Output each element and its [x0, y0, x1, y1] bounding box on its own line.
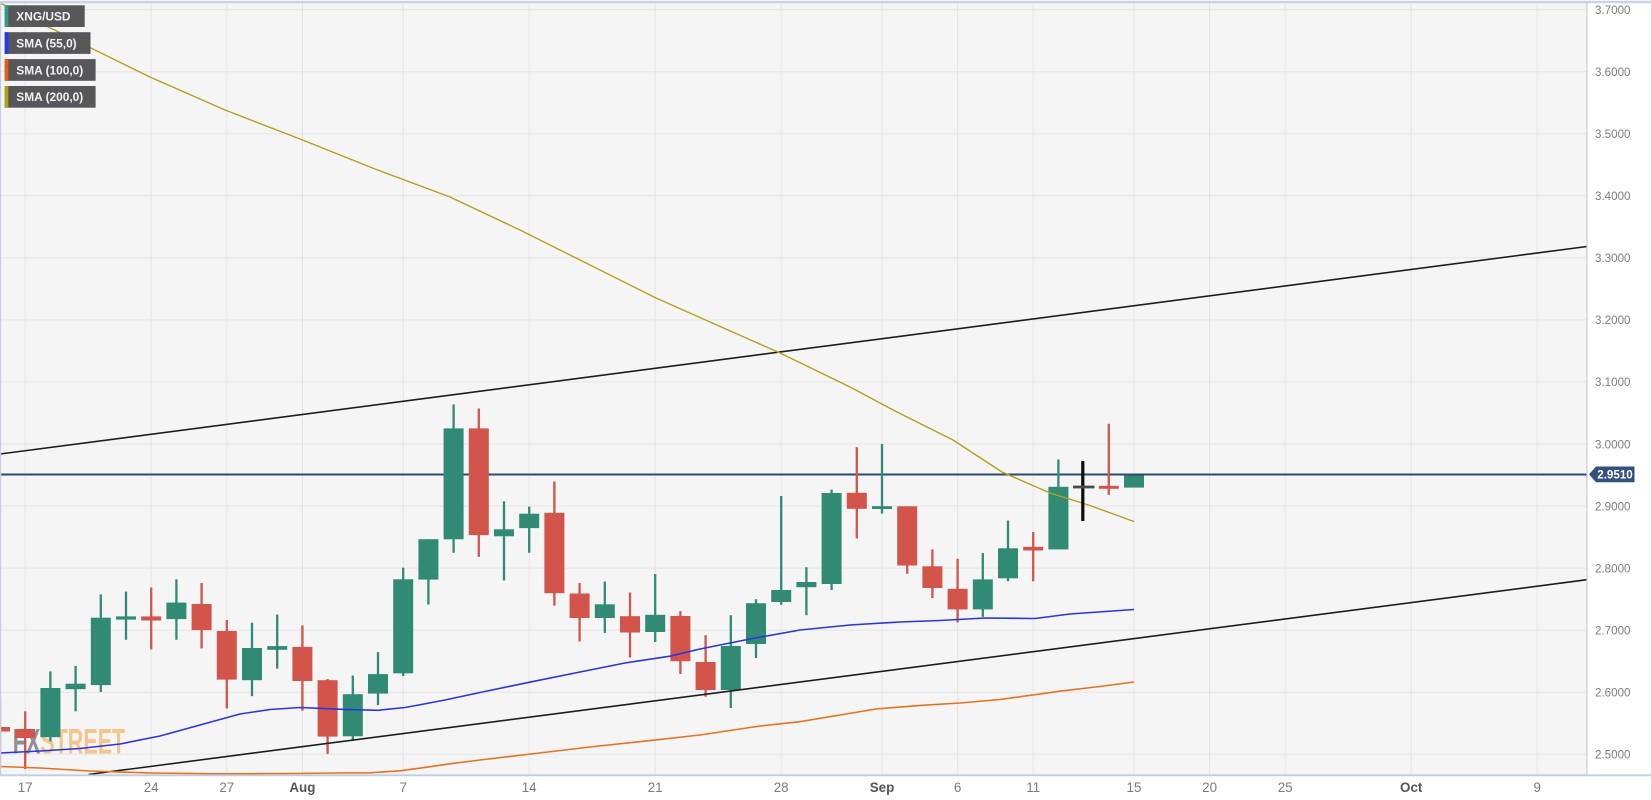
- svg-text:11: 11: [1026, 780, 1040, 795]
- svg-text:3.4000: 3.4000: [1595, 190, 1630, 203]
- svg-text:24: 24: [144, 780, 159, 795]
- svg-text:15: 15: [1127, 780, 1142, 795]
- svg-text:2.9510: 2.9510: [1597, 469, 1632, 482]
- svg-text:3.2000: 3.2000: [1595, 314, 1630, 327]
- svg-text:3.0000: 3.0000: [1595, 438, 1630, 451]
- svg-text:SMA (55,0): SMA (55,0): [16, 36, 76, 50]
- svg-text:6: 6: [954, 780, 961, 795]
- svg-text:3.5000: 3.5000: [1595, 128, 1630, 141]
- svg-text:3.6000: 3.6000: [1595, 66, 1630, 79]
- svg-text:SMA (200,0): SMA (200,0): [16, 90, 83, 104]
- svg-text:21: 21: [648, 780, 663, 795]
- svg-text:2.6000: 2.6000: [1595, 687, 1630, 700]
- svg-text:2.8000: 2.8000: [1595, 562, 1630, 575]
- svg-text:Oct: Oct: [1400, 780, 1423, 795]
- svg-text:20: 20: [1202, 780, 1217, 795]
- svg-text:2.9000: 2.9000: [1595, 500, 1630, 513]
- svg-text:7: 7: [399, 780, 406, 795]
- svg-text:28: 28: [774, 780, 789, 795]
- svg-text:9: 9: [1533, 780, 1540, 795]
- svg-text:SMA (100,0): SMA (100,0): [16, 63, 83, 77]
- svg-text:17: 17: [18, 780, 33, 795]
- svg-text:2.5000: 2.5000: [1595, 749, 1630, 762]
- svg-text:3.3000: 3.3000: [1595, 252, 1630, 265]
- svg-text:27: 27: [219, 780, 234, 795]
- svg-text:25: 25: [1278, 780, 1293, 795]
- svg-text:XNG/USD: XNG/USD: [16, 10, 71, 24]
- svg-text:3.1000: 3.1000: [1595, 376, 1630, 389]
- svg-text:Aug: Aug: [289, 780, 315, 795]
- svg-text:3.7000: 3.7000: [1595, 4, 1630, 17]
- svg-text:2.7000: 2.7000: [1595, 624, 1630, 637]
- svg-text:Sep: Sep: [870, 780, 895, 795]
- svg-text:14: 14: [522, 780, 537, 795]
